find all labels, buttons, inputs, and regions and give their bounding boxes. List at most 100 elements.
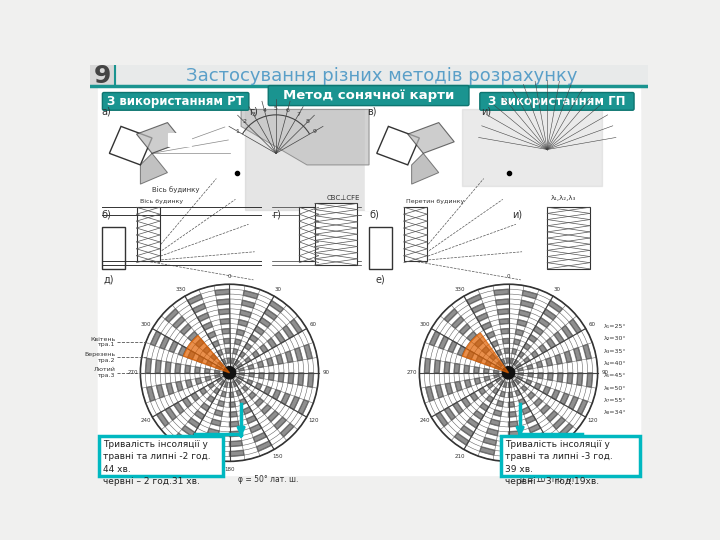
FancyBboxPatch shape <box>500 436 640 476</box>
Text: 240: 240 <box>419 418 430 423</box>
Polygon shape <box>185 365 191 373</box>
Polygon shape <box>156 385 164 398</box>
Polygon shape <box>474 410 484 420</box>
Polygon shape <box>527 364 533 369</box>
Text: в): в) <box>367 107 377 117</box>
Polygon shape <box>253 433 266 442</box>
Polygon shape <box>255 383 262 390</box>
Polygon shape <box>438 336 449 349</box>
Polygon shape <box>508 431 520 437</box>
Polygon shape <box>147 387 155 401</box>
Polygon shape <box>517 320 527 327</box>
Polygon shape <box>482 347 490 354</box>
Polygon shape <box>543 309 557 320</box>
Bar <box>365 110 640 210</box>
Polygon shape <box>444 309 458 322</box>
Polygon shape <box>472 303 485 313</box>
Bar <box>90 65 114 86</box>
Text: 9: 9 <box>313 129 317 133</box>
Polygon shape <box>250 424 261 433</box>
Text: Застосування різних методів розрахунку: Застосування різних методів розрахунку <box>186 66 577 85</box>
Polygon shape <box>188 418 199 428</box>
Polygon shape <box>212 340 220 347</box>
Polygon shape <box>275 332 285 343</box>
Polygon shape <box>156 360 161 373</box>
Polygon shape <box>495 377 501 382</box>
Polygon shape <box>272 390 281 400</box>
Polygon shape <box>503 339 508 344</box>
Text: λ₆=50°: λ₆=50° <box>604 386 626 391</box>
Bar <box>462 110 601 186</box>
Text: б): б) <box>369 210 379 219</box>
Polygon shape <box>150 331 161 346</box>
Polygon shape <box>249 373 254 377</box>
Polygon shape <box>217 299 230 305</box>
Polygon shape <box>230 450 244 456</box>
Polygon shape <box>562 326 573 339</box>
Polygon shape <box>521 386 528 392</box>
Polygon shape <box>230 411 237 417</box>
Polygon shape <box>522 291 537 299</box>
Polygon shape <box>289 396 300 410</box>
Text: Тривалість інсоляції у
травні та липні -3 год.
39 хв.
червні – 3 год.19хв.: Тривалість інсоляції у травні та липні -… <box>505 440 613 487</box>
Text: Лютий
тра.3: Лютий тра.3 <box>94 367 116 378</box>
Polygon shape <box>444 362 450 373</box>
Polygon shape <box>258 373 264 379</box>
Polygon shape <box>552 390 559 400</box>
Polygon shape <box>485 361 491 366</box>
Polygon shape <box>204 437 217 446</box>
Polygon shape <box>534 383 541 390</box>
Text: 7: 7 <box>297 112 300 117</box>
Polygon shape <box>264 309 277 320</box>
Polygon shape <box>280 423 294 437</box>
FancyBboxPatch shape <box>102 92 249 110</box>
Polygon shape <box>577 400 588 415</box>
Polygon shape <box>166 383 174 395</box>
Text: 4: 4 <box>262 107 266 113</box>
Polygon shape <box>195 378 202 384</box>
Polygon shape <box>208 383 215 389</box>
Polygon shape <box>503 382 507 387</box>
Text: а): а) <box>102 107 112 117</box>
Polygon shape <box>179 346 186 356</box>
Text: Березень
тра.2: Березень тра.2 <box>84 352 116 363</box>
Text: Перетин будинку: Перетин будинку <box>406 199 464 205</box>
Polygon shape <box>516 390 521 396</box>
Polygon shape <box>508 402 515 407</box>
Polygon shape <box>175 363 181 373</box>
Text: 270: 270 <box>127 370 138 375</box>
Polygon shape <box>217 350 222 356</box>
Polygon shape <box>560 393 569 405</box>
Polygon shape <box>204 368 210 373</box>
Polygon shape <box>426 387 434 401</box>
Polygon shape <box>278 373 284 382</box>
Polygon shape <box>283 326 294 339</box>
Polygon shape <box>474 339 483 348</box>
Polygon shape <box>479 388 486 395</box>
Polygon shape <box>504 348 508 353</box>
Polygon shape <box>233 381 237 387</box>
Polygon shape <box>518 352 524 357</box>
Polygon shape <box>252 350 259 358</box>
Polygon shape <box>497 361 502 367</box>
Polygon shape <box>526 415 536 424</box>
Bar <box>98 110 365 210</box>
Polygon shape <box>526 380 532 385</box>
Polygon shape <box>249 334 258 343</box>
Polygon shape <box>218 309 230 315</box>
Polygon shape <box>214 388 220 394</box>
Polygon shape <box>240 352 246 357</box>
Polygon shape <box>221 392 226 397</box>
Polygon shape <box>498 309 508 315</box>
Polygon shape <box>476 355 483 363</box>
Polygon shape <box>258 361 264 368</box>
Polygon shape <box>199 388 207 395</box>
Polygon shape <box>285 351 293 362</box>
Polygon shape <box>240 399 247 405</box>
Bar <box>547 207 590 269</box>
Polygon shape <box>215 370 220 373</box>
Polygon shape <box>481 322 492 330</box>
Bar <box>98 276 365 473</box>
Polygon shape <box>491 340 498 347</box>
Text: λ₈=34°: λ₈=34° <box>604 410 626 415</box>
